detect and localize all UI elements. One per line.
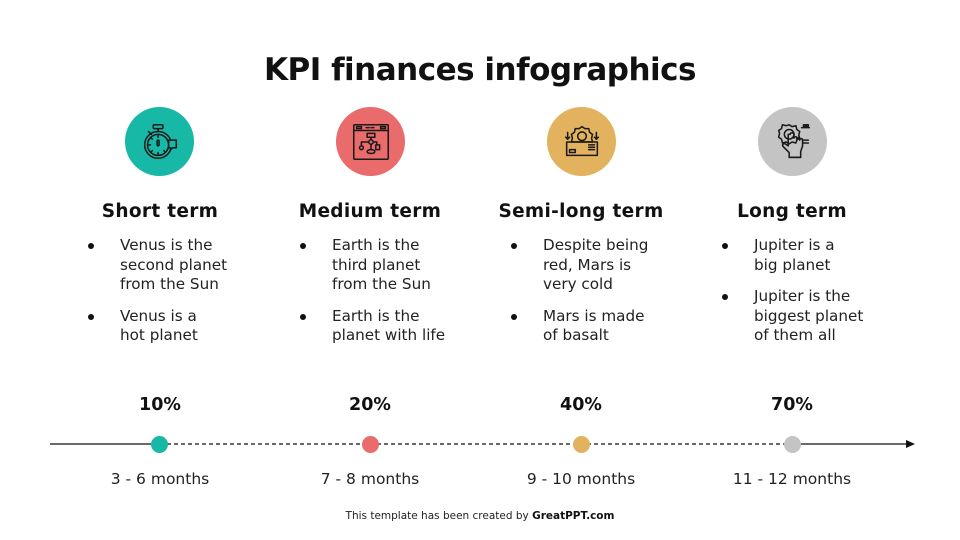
bullet-item: Mars is made of basalt (511, 307, 648, 346)
heading-short-term: Short term (101, 201, 219, 222)
heading-semi-long-term: Semi-long term (498, 201, 664, 222)
bullet-dot-icon (722, 243, 728, 249)
timeline-dot-long-term (784, 436, 801, 453)
timeline-axis (50, 440, 915, 448)
timeline-dot-medium-term (362, 436, 379, 453)
bullet-dot-icon (300, 313, 306, 320)
bullet-item: Despite being red, Mars is very cold (511, 236, 648, 295)
stopwatch-icon (143, 123, 177, 159)
hand-touch-gear-icon (777, 123, 810, 158)
bullet-item: Venus is the second planet from the Sun (88, 236, 227, 295)
bullet-dot-icon (88, 243, 94, 249)
bullet-list-medium-term: Earth is the third planet from the Sun E… (300, 236, 445, 358)
heading-medium-term: Medium term (298, 201, 442, 222)
bullet-item: Jupiter is a big planet (722, 236, 863, 275)
bullet-dot-icon (300, 243, 306, 249)
bullet-item: Venus is a hot planet (88, 307, 227, 346)
arrow-right-icon (906, 440, 915, 448)
percent-medium-term: 20% (349, 395, 391, 415)
footer-brand-link[interactable]: GreatPPT.com (532, 510, 615, 522)
semi-long-term-icon-circle (547, 107, 616, 176)
bullet-item: Earth is the planet with life (300, 307, 445, 346)
percent-long-term: 70% (771, 395, 813, 415)
period-long-term: 11 - 12 months (732, 470, 852, 488)
footer-credit: This template has been created by GreatP… (0, 510, 960, 522)
gear-box-icon (564, 125, 599, 156)
period-short-term: 3 - 6 months (110, 470, 210, 488)
page-title: KPI finances infographics (264, 52, 696, 88)
bullet-item: Earth is the third planet from the Sun (300, 236, 445, 295)
medium-term-icon-circle (336, 107, 405, 176)
period-medium-term: 7 - 8 months (320, 470, 420, 488)
bullet-dot-icon (88, 313, 94, 320)
short-term-icon-circle (125, 107, 194, 176)
timeline-dot-short-term (151, 436, 168, 453)
percent-short-term: 10% (139, 395, 181, 415)
timeline-dot-semi-long-term (573, 436, 590, 453)
flowchart-icon (352, 123, 389, 160)
bullet-list-long-term: Jupiter is a big planet Jupiter is the b… (722, 236, 863, 358)
bullet-dot-icon (722, 294, 728, 300)
bullet-dot-icon (511, 243, 517, 249)
percent-semi-long-term: 40% (560, 395, 602, 415)
bullet-dot-icon (511, 313, 517, 320)
bullet-list-semi-long-term: Despite being red, Mars is very cold Mar… (511, 236, 648, 358)
heading-long-term: Long term (737, 201, 847, 222)
bullet-list-short-term: Venus is the second planet from the Sun … (88, 236, 227, 358)
long-term-icon-circle (758, 107, 827, 176)
period-semi-long-term: 9 - 10 months (526, 470, 636, 488)
footer-prefix: This template has been created by (345, 510, 533, 522)
bullet-item: Jupiter is the biggest planet of them al… (722, 287, 863, 346)
